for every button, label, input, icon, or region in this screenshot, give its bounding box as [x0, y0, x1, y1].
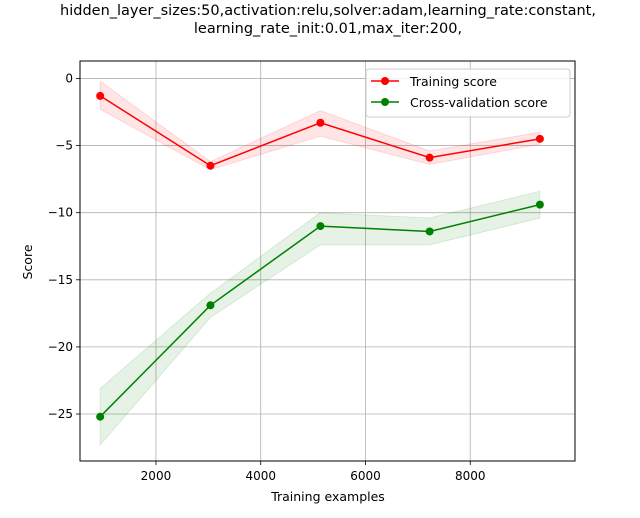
- cross-validation-score-point: [535, 200, 544, 209]
- y-tick-label: 0: [65, 71, 73, 85]
- confidence-bands: [99, 80, 541, 447]
- legend-cv-label: Cross-validation score: [410, 95, 548, 110]
- y-tick-label: −15: [48, 273, 73, 287]
- legend: Training score Cross-validation score: [365, 68, 571, 118]
- x-tick-label: 2000: [141, 469, 172, 483]
- chart-title-line-1: hidden_layer_sizes:50,activation:relu,so…: [60, 3, 596, 19]
- cross-validation-score-point: [206, 301, 215, 310]
- cross-validation-score-point: [96, 412, 105, 421]
- y-tick-label: −10: [48, 206, 73, 220]
- y-axis-label: Score: [20, 244, 35, 279]
- legend-training-marker: [381, 77, 389, 85]
- training-score-point: [206, 161, 215, 170]
- x-tick-label: 4000: [245, 469, 276, 483]
- cross-validation-score-band: [99, 190, 541, 447]
- cross-validation-score-point: [316, 222, 325, 231]
- chart-title: hidden_layer_sizes:50,activation:relu,so…: [60, 3, 596, 37]
- plot-frame: [79, 60, 576, 462]
- legend-cv-marker: [381, 98, 389, 106]
- x-tick-label: 8000: [455, 469, 486, 483]
- series-markers: [96, 91, 544, 421]
- legend-training-label: Training score: [409, 74, 497, 89]
- x-axis-label: Training examples: [270, 489, 385, 504]
- training-score-point: [316, 118, 325, 127]
- training-score-point: [535, 134, 544, 143]
- y-tick-label: −25: [48, 407, 73, 421]
- axis-ticks: 2000 4000 6000 8000 0 −5 −10 −15 −20 −25: [48, 71, 486, 483]
- chart-title-line-2: learning_rate_init:0.01,max_iter:200,: [194, 21, 462, 37]
- x-tick-label: 6000: [350, 469, 381, 483]
- grid-lines: [80, 61, 575, 461]
- y-tick-label: −20: [48, 340, 73, 354]
- cross-validation-score-point: [425, 227, 434, 236]
- training-score-point: [96, 91, 105, 100]
- y-tick-label: −5: [55, 139, 73, 153]
- legend-box: [365, 68, 571, 118]
- training-score-point: [425, 153, 434, 162]
